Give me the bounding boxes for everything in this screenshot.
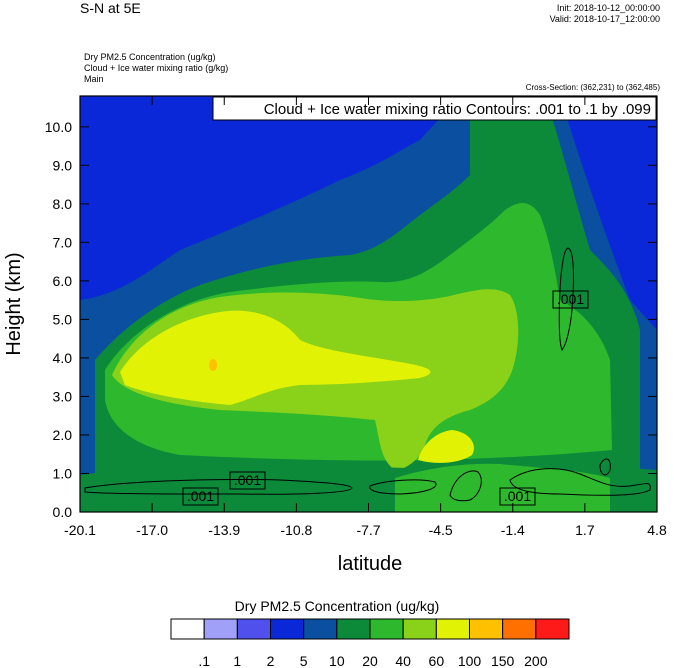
pm25-field xyxy=(80,96,657,512)
x-tick-label: -10.8 xyxy=(280,522,312,538)
cloud-contour-low-right-2 xyxy=(509,468,651,496)
colorbar-labels: .1 1 2 5 10 20 40 60 100 150 200 xyxy=(198,653,547,668)
field-band-100-150-secondary xyxy=(418,430,474,463)
contour-label-4: .001 xyxy=(499,487,536,506)
svg-text:Cloud + Ice water mixing ratio: Cloud + Ice water mixing ratio Contours:… xyxy=(264,101,651,118)
x-tick-label: -4.5 xyxy=(429,522,453,538)
field-line-pm25: Dry PM2.5 Concentration (ug/kg) xyxy=(84,52,216,62)
x-tick-label: -17.0 xyxy=(136,522,168,538)
colorbar-swatch xyxy=(170,618,205,640)
x-tick-label: -1.4 xyxy=(501,522,525,538)
colorbar-level-label: 200 xyxy=(524,653,548,668)
x-tick-label: 4.8 xyxy=(647,522,667,538)
colorbar-level-label: .1 xyxy=(198,653,210,668)
y-tick-label: 9.0 xyxy=(53,157,73,173)
colorbar-swatch xyxy=(502,618,537,640)
x-axis-title: latitude xyxy=(338,553,403,575)
colorbar-swatch xyxy=(270,618,305,640)
cross-section-label: Cross-Section: (362,231) to (362,485) xyxy=(525,83,660,92)
field-line-cloud: Cloud + Ice water mixing ratio (g/kg) xyxy=(84,63,229,73)
y-tick-label: 0.0 xyxy=(53,504,73,520)
field-line-main: Main xyxy=(84,74,104,84)
cloud-contour-low-right-1 xyxy=(449,470,482,502)
init-time: Init: 2018-10-12_00:00:00 xyxy=(556,3,660,13)
contour-legend-box: Cloud + Ice water mixing ratio Contours:… xyxy=(212,96,657,121)
x-tick-label: -7.7 xyxy=(356,522,380,538)
colorbar-swatch xyxy=(203,618,238,640)
cloud-contour-low-right-3 xyxy=(599,458,611,476)
colorbar-title: Dry PM2.5 Concentration (ug/kg) xyxy=(234,598,440,614)
colorbar-level-label: 20 xyxy=(362,653,378,668)
colorbar-swatch xyxy=(236,618,271,640)
svg-text:.001: .001 xyxy=(234,472,261,488)
colorbar-swatch xyxy=(402,618,437,640)
cloud-contour-low-mid xyxy=(369,479,437,495)
field-band-150-200 xyxy=(209,359,217,371)
colorbar-level-label: 10 xyxy=(329,653,345,668)
cloud-contours xyxy=(84,247,651,502)
y-axis-title: Height (km) xyxy=(3,252,25,355)
colorbar-swatch xyxy=(469,618,504,640)
x-tick-label: -20.1 xyxy=(64,522,96,538)
y-tick-label: 8.0 xyxy=(53,196,73,212)
colorbar-swatch xyxy=(336,618,371,640)
y-tick-label: 2.0 xyxy=(53,427,73,443)
x-tick-label: 1.7 xyxy=(575,522,595,538)
colorbar-level-label: 150 xyxy=(491,653,515,668)
colorbar-level-label: 100 xyxy=(458,653,482,668)
contour-label-1: .001 xyxy=(552,290,589,309)
cloud-contour-low-left xyxy=(84,478,353,495)
colorbar-level-label: 5 xyxy=(300,653,308,668)
x-tick-label: -13.9 xyxy=(208,522,240,538)
colorbar-swatch xyxy=(535,618,570,640)
y-tick-label: 6.0 xyxy=(53,273,73,289)
colorbar-level-label: 40 xyxy=(395,653,411,668)
y-tick-label: 3.0 xyxy=(53,388,73,404)
y-tick-label: 5.0 xyxy=(53,311,73,327)
svg-text:.001: .001 xyxy=(504,488,531,504)
x-axis: -20.1 -17.0 -13.9 -10.8 -7.7 -4.5 -1.4 1.7 4.8 xyxy=(64,96,667,538)
contour-label-3: .001 xyxy=(182,487,219,506)
colorbar-swatch xyxy=(435,618,471,640)
contour-label-2: .001 xyxy=(229,471,266,490)
svg-text:.001: .001 xyxy=(557,291,584,307)
colorbar-level-label: 1 xyxy=(233,653,241,668)
y-tick-label: 1.0 xyxy=(53,465,73,481)
y-axis: 0.0 1.0 2.0 3.0 4.0 5.0 6.0 7.0 8.0 9.0 10.0 xyxy=(45,119,657,520)
colorbar-swatch xyxy=(303,618,338,640)
y-tick-label: 4.0 xyxy=(53,350,73,366)
svg-text:.001: .001 xyxy=(187,488,214,504)
plot-title: S-N at 5E xyxy=(80,0,141,16)
colorbar-level-label: 2 xyxy=(267,653,275,668)
y-tick-label: 10.0 xyxy=(45,119,72,135)
colorbar xyxy=(170,618,570,640)
colorbar-swatch xyxy=(369,618,404,640)
colorbar-level-label: 60 xyxy=(429,653,445,668)
valid-time: Valid: 2018-10-17_12:00:00 xyxy=(549,14,660,24)
y-tick-label: 7.0 xyxy=(53,234,73,250)
cloud-contour-upper xyxy=(558,247,574,351)
field-band-100-150 xyxy=(120,310,431,405)
